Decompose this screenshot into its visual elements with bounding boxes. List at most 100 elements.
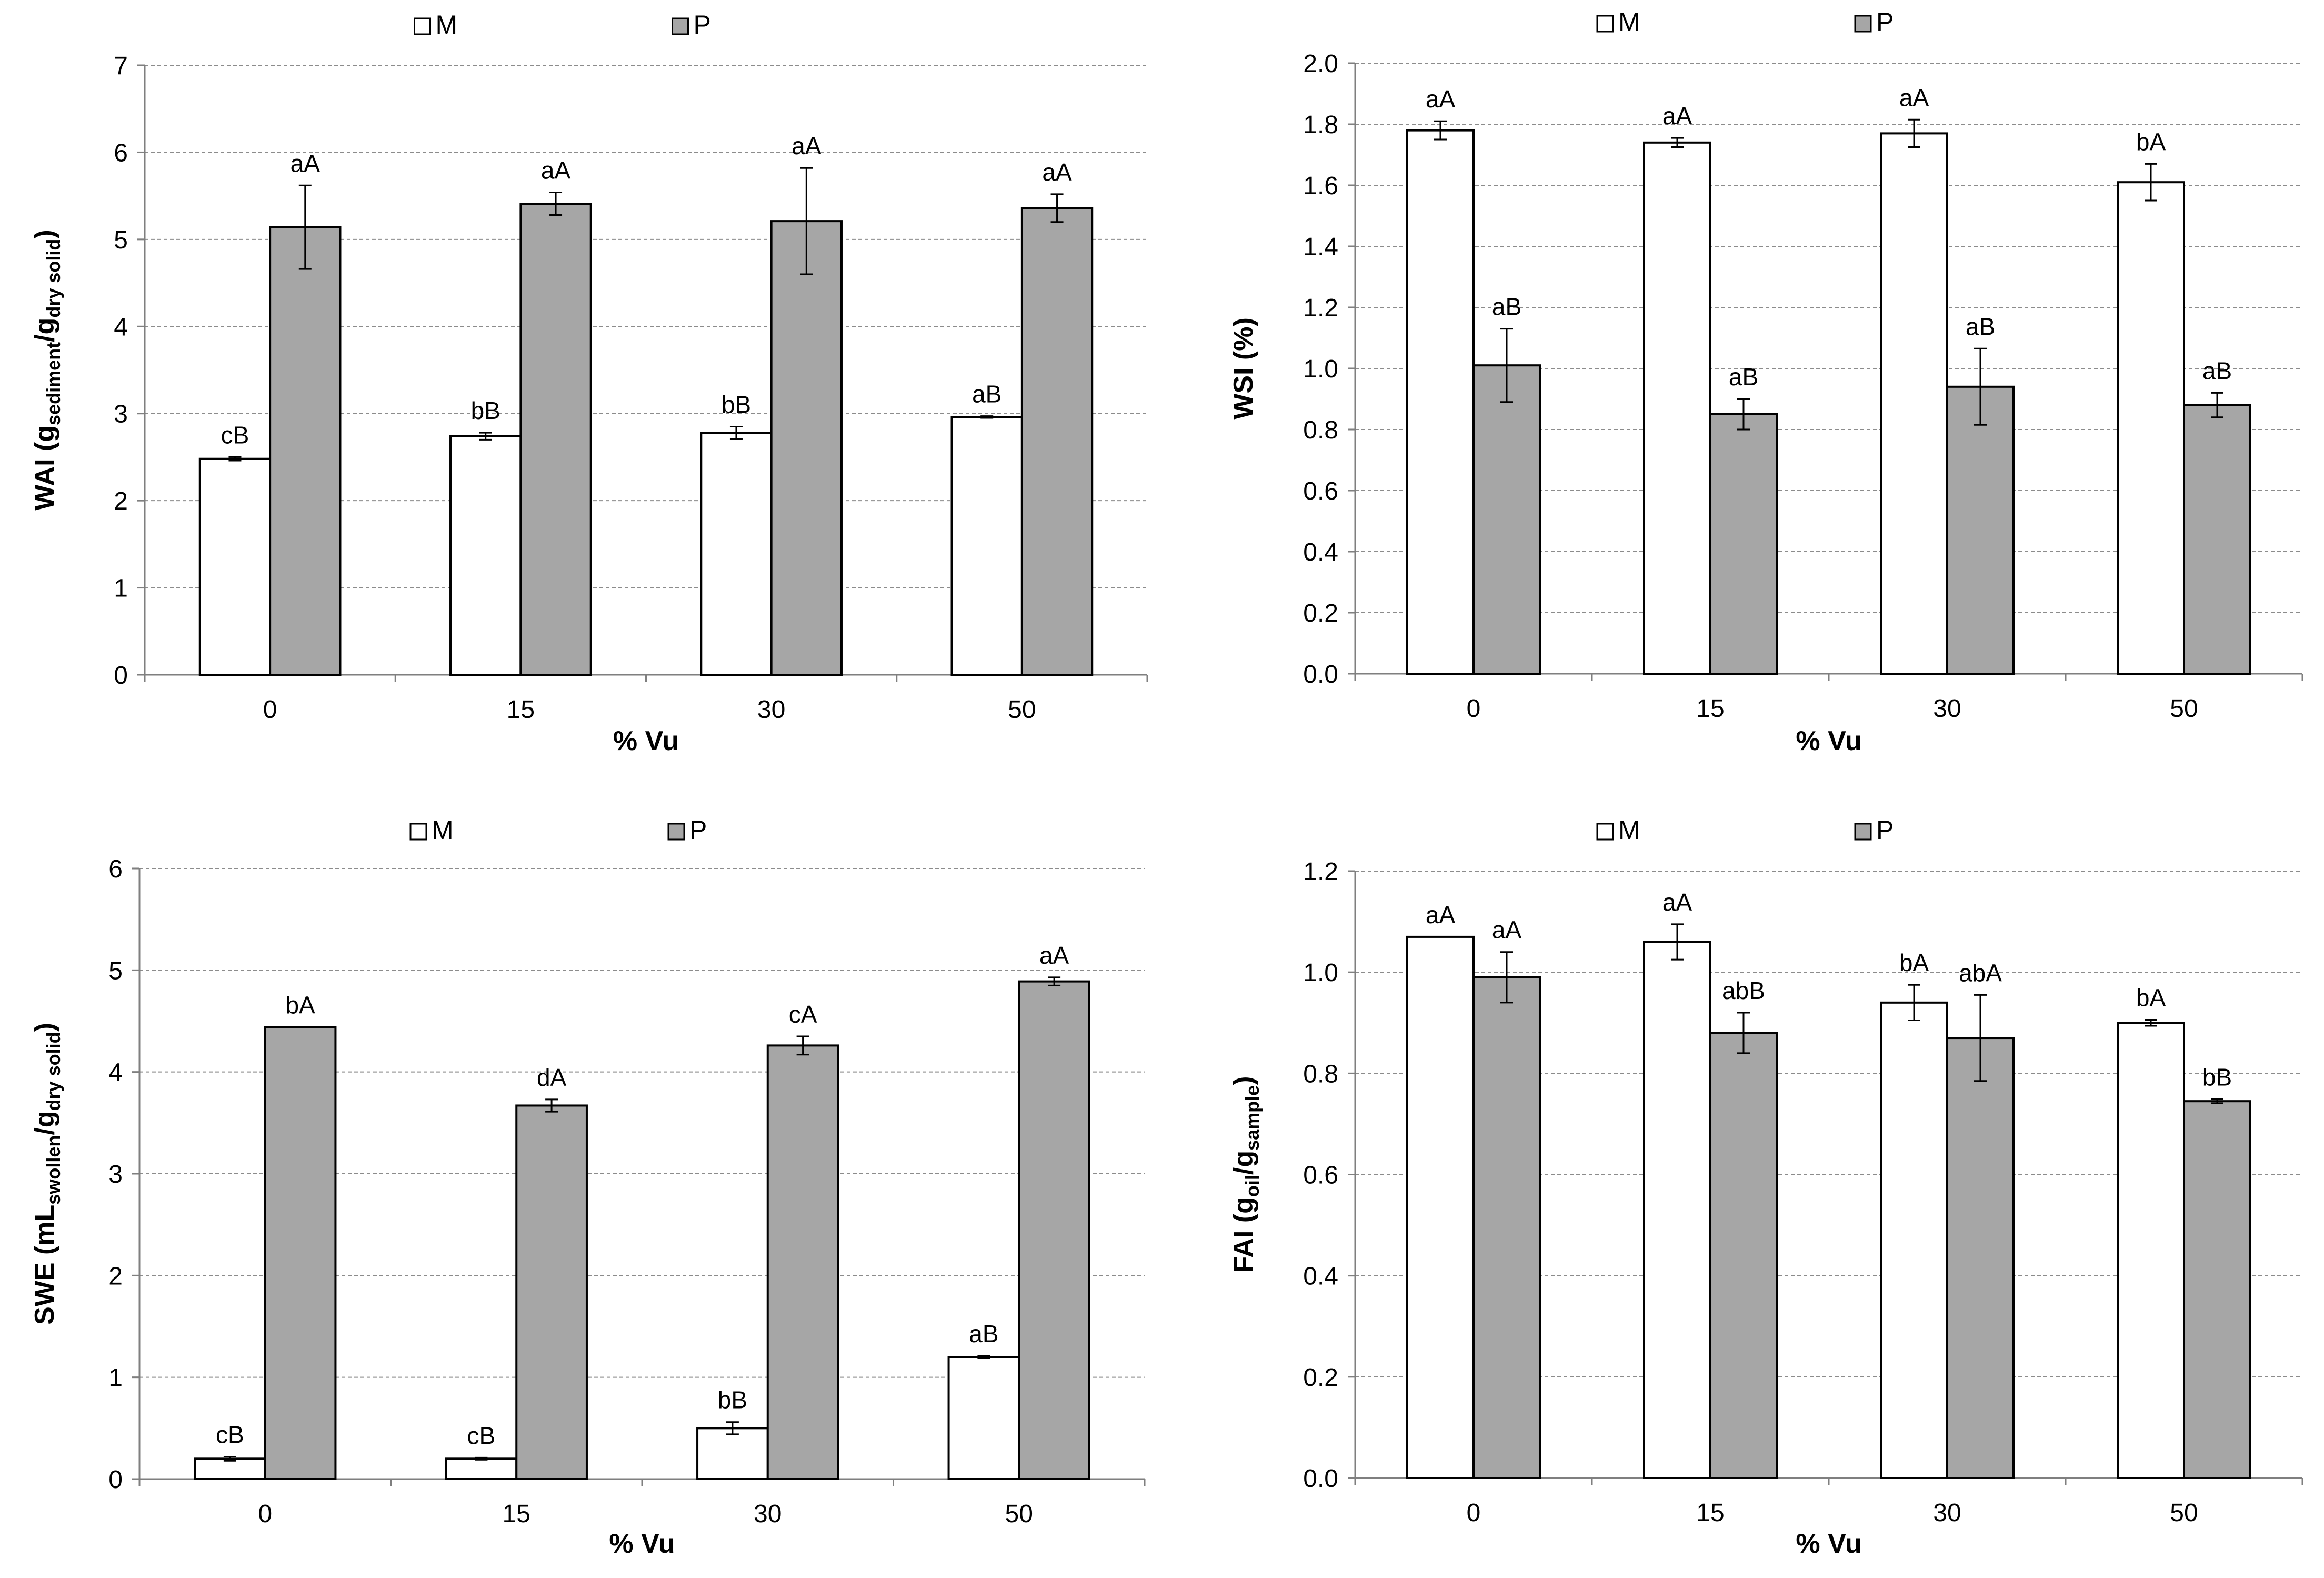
y-axis-title-part: WAI (g [29,425,60,511]
legend-swatch-P [667,823,685,841]
legend-swatch-P [1854,15,1872,33]
y-axis-title-subscript: oil [1241,1175,1263,1197]
y-tick-label: 0.2 [1303,600,1338,627]
chart-panel-4: 0.0 0.2 0.4 0.6 0.8 1.0 1.2 aA aA 0 aA abB 15 bA abA 30… [1228,815,2303,1559]
y-tick-label: 3 [108,1161,123,1189]
y-axis-title-part: WSI (%) [1228,317,1259,420]
bar-M-0 [194,1457,266,1480]
significance-label: abA [1959,959,2002,986]
bar-M-50 [947,1356,1020,1480]
significance-label: aA [1039,942,1069,969]
x-tick-label: 30 [1933,695,1961,723]
legend-label-M: M [1618,7,1640,37]
legend-label-M: M [436,10,458,39]
bar-M-30 [1880,132,1948,675]
significance-label: bA [2136,984,2166,1011]
x-tick-label: 30 [1933,1499,1961,1527]
significance-label: aA [1426,901,1456,928]
y-tick-label: 1 [114,575,128,603]
bar-P-0 [269,226,342,676]
bar-P-50 [2183,1100,2251,1480]
y-tick-label: 0.4 [1303,1263,1338,1291]
y-tick-label: 0.6 [1303,1162,1338,1190]
x-tick-label: 15 [503,1500,530,1528]
chart-panel-3: 0 1 2 3 4 5 6 cB bA 0 cB dA 15 bB cA 30 aB aA 50 % Vu SWE (m… [29,815,1146,1559]
y-axis-title-subscript: dry solid [43,1032,64,1111]
bar-P-0 [1472,364,1541,675]
bar-P-50 [1018,980,1090,1480]
y-tick-label: 1.2 [1303,858,1338,886]
x-tick-label: 15 [1696,1499,1724,1527]
bar-M-30 [700,432,773,676]
y-tick-label: 0.2 [1303,1364,1338,1392]
bar-P-30 [766,1044,839,1480]
x-tick-label: 30 [754,1500,782,1528]
x-axis-title: % Vu [1796,1529,1861,1559]
y-tick-label: 7 [114,52,128,80]
y-axis-title-subscript: sample [1241,1085,1263,1151]
significance-label: abB [1722,977,1765,1004]
y-axis-title-part: /g [1228,1151,1259,1175]
y-tick-label: 2 [114,487,128,515]
y-axis-title-part: /g [29,318,60,342]
y-tick-label: 0 [114,662,128,690]
y-axis-title-part: /g [29,1111,60,1135]
legend-swatch-P [1854,823,1872,841]
y-tick-label: 5 [114,226,128,254]
bar-M-15 [1643,141,1711,675]
x-tick-label: 0 [263,696,277,724]
y-tick-label: 0.6 [1303,477,1338,505]
bar-P-15 [515,1104,588,1480]
y-axis-title-part: ) [29,1023,60,1032]
significance-label: bB [718,1386,747,1414]
x-axis-title: % Vu [609,1529,675,1559]
significance-label: aB [1729,363,1758,391]
legend-swatch-M [409,823,427,841]
x-tick-label: 50 [2170,1499,2198,1527]
significance-label: aA [541,157,571,184]
y-tick-label: 4 [114,313,128,341]
y-tick-label: 1.0 [1303,959,1338,987]
legend-label-P: P [1876,815,1894,845]
y-tick-label: 3 [114,401,128,428]
bar-P-0 [1472,976,1541,1479]
significance-label: bA [2136,128,2166,155]
significance-label: aA [1899,84,1929,111]
significance-label: aB [1966,313,1995,340]
bar-M-50 [950,416,1023,676]
significance-label: aB [972,381,1001,408]
significance-label: aA [1662,102,1692,129]
significance-label: bB [722,391,751,418]
y-tick-label: 0.8 [1303,416,1338,444]
y-axis-title-subscript: sediment [43,342,64,425]
significance-label: bB [2202,1063,2232,1091]
y-axis-title-subscript: swollen [43,1135,64,1205]
y-axis-title-part: ) [29,229,60,238]
significance-label: aA [792,132,822,159]
y-tick-label: 0.8 [1303,1060,1338,1088]
y-tick-label: 1 [108,1364,123,1392]
x-tick-label: 0 [258,1500,272,1528]
significance-label: cB [467,1422,496,1449]
y-axis-title-part: SWE (mL [29,1205,60,1325]
y-axis-title: SWE (mLswollen/gdry solid) [29,1023,64,1325]
y-axis-title-part: ) [1228,1076,1259,1085]
y-tick-label: 0 [108,1466,123,1494]
bar-M-0 [1406,935,1475,1479]
y-tick-label: 0.0 [1303,1465,1338,1493]
significance-label: aB [969,1320,998,1347]
significance-label: bB [471,397,500,424]
y-tick-label: 1.8 [1303,111,1338,139]
bar-P-30 [770,220,843,676]
significance-label: aA [1492,916,1522,944]
legend-label-P: P [1876,7,1894,37]
significance-label: aB [1492,293,1521,321]
legend-swatch-P [672,17,689,35]
bar-M-50 [2117,1022,2185,1479]
x-tick-label: 50 [1008,696,1036,724]
bar-M-15 [449,435,522,676]
legend-label-P: P [689,815,707,845]
chart-panel-2: 0.0 0.2 0.4 0.6 0.8 1.0 1.2 1.4 1.6 1.8 2.0 aA aB 0 aA… [1228,7,2303,756]
bar-M-30 [1880,1001,1948,1479]
